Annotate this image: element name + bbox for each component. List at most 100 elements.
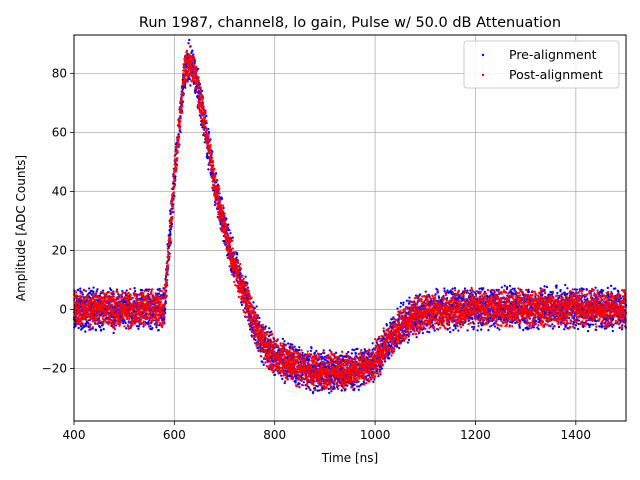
data-point: [478, 287, 481, 290]
data-point: [187, 76, 190, 79]
data-point: [281, 337, 285, 340]
data-point: [268, 327, 271, 330]
data-point: [357, 388, 360, 391]
data-point: [246, 282, 249, 285]
data-point: [575, 288, 579, 291]
data-point: [148, 319, 151, 322]
data-point: [261, 360, 264, 364]
scatter-points: [72, 38, 628, 395]
data-point: [151, 326, 154, 330]
data-point: [372, 380, 375, 384]
data-point: [406, 341, 410, 344]
data-point: [328, 391, 331, 395]
data-point: [534, 319, 538, 323]
data-point: [433, 329, 436, 332]
data-point: [177, 133, 180, 136]
data-point: [398, 346, 401, 350]
data-point: [582, 288, 585, 291]
data-point: [601, 324, 604, 328]
data-point: [557, 325, 561, 329]
data-point: [527, 327, 531, 330]
data-point: [189, 84, 192, 87]
data-point: [85, 324, 88, 327]
data-point: [296, 373, 299, 377]
data-point: [135, 325, 139, 328]
data-point: [188, 38, 191, 42]
data-point: [563, 328, 566, 331]
data-point: [163, 318, 166, 321]
data-point: [297, 361, 300, 364]
data-point: [408, 296, 411, 299]
data-point: [92, 292, 95, 295]
data-point: [231, 236, 234, 239]
data-point: [324, 358, 327, 362]
data-point: [452, 329, 455, 332]
data-point: [503, 284, 506, 287]
data-point: [163, 322, 166, 325]
data-point: [79, 290, 82, 293]
data-point: [169, 228, 172, 231]
data-point: [377, 374, 380, 378]
data-point: [140, 288, 144, 292]
data-point: [556, 291, 559, 295]
data-point: [451, 287, 454, 290]
data-point: [255, 305, 258, 308]
data-point: [99, 292, 102, 295]
data-point: [165, 289, 168, 292]
data-point: [301, 351, 304, 355]
data-point: [333, 387, 336, 390]
data-point: [402, 303, 405, 307]
data-point: [421, 331, 425, 335]
data-point: [184, 86, 187, 89]
data-point: [84, 330, 87, 333]
data-point: [145, 288, 148, 291]
data-point: [480, 328, 483, 331]
data-point: [498, 328, 501, 331]
data-point: [169, 230, 172, 234]
data-point: [264, 325, 267, 328]
data-point: [466, 329, 469, 332]
data-point: [99, 328, 103, 332]
data-point: [89, 296, 92, 300]
data-point: [474, 292, 478, 296]
data-point: [207, 168, 210, 171]
data-point: [539, 287, 542, 290]
data-point: [236, 253, 239, 256]
data-point: [313, 351, 317, 354]
data-point: [133, 287, 136, 290]
data-point: [438, 296, 441, 300]
data-point: [108, 287, 112, 290]
data-point: [198, 114, 201, 117]
data-point: [302, 381, 305, 384]
data-point: [353, 383, 356, 386]
data-point: [79, 287, 82, 290]
data-point: [566, 287, 569, 290]
data-point: [428, 330, 431, 334]
data-point: [594, 286, 597, 289]
data-point: [164, 308, 167, 311]
data-point: [319, 352, 323, 356]
data-point: [446, 327, 449, 331]
data-point: [482, 287, 485, 290]
data-point: [252, 301, 255, 304]
data-point: [155, 326, 158, 329]
data-point: [298, 382, 301, 385]
data-point: [110, 288, 113, 292]
data-point: [92, 286, 95, 289]
data-point: [315, 349, 318, 353]
data-point: [125, 289, 128, 292]
data-point: [346, 384, 349, 387]
data-point: [457, 329, 460, 332]
data-point: [537, 327, 540, 331]
data-point: [340, 389, 343, 392]
data-point: [137, 327, 140, 331]
data-point: [258, 316, 261, 320]
data-point: [407, 338, 411, 342]
data-point: [449, 330, 452, 334]
data-point: [225, 217, 228, 220]
data-point: [254, 338, 257, 342]
data-point: [527, 288, 530, 291]
data-point: [228, 229, 231, 232]
data-point: [229, 232, 232, 235]
